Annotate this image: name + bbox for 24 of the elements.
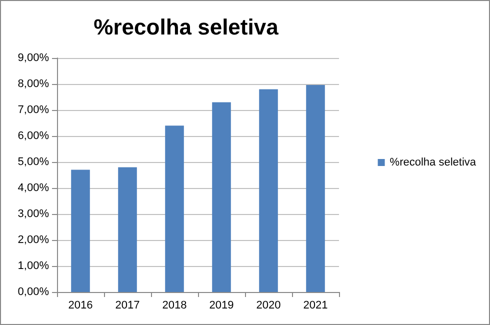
x-tick-label: 2017 [115, 300, 140, 312]
x-tick-label: 2021 [303, 300, 328, 312]
legend-label: %recolha seletiva [390, 156, 477, 168]
y-tick-label: 7,00% [18, 104, 50, 116]
bar [165, 126, 184, 292]
y-tick-label: 5,00% [18, 156, 50, 168]
y-tick-label: 4,00% [18, 182, 50, 194]
x-tick-label: 2018 [162, 300, 187, 312]
y-tick-label: 8,00% [18, 78, 50, 90]
bar [306, 85, 325, 292]
y-tick-label: 3,00% [18, 208, 50, 220]
x-tick-label: 2020 [256, 300, 281, 312]
bar [212, 102, 231, 292]
bar [259, 89, 278, 292]
bar [71, 170, 90, 292]
y-tick-label: 2,00% [18, 234, 50, 246]
bar [118, 167, 137, 292]
y-tick-label: 6,00% [18, 130, 50, 142]
y-tick-label: 0,00% [18, 286, 50, 298]
x-tick-label: 2016 [68, 300, 93, 312]
y-tick-label: 9,00% [18, 52, 50, 64]
chart-title: %recolha seletiva [94, 14, 280, 40]
y-tick-label: 1,00% [18, 260, 50, 272]
x-tick-label: 2019 [209, 300, 234, 312]
